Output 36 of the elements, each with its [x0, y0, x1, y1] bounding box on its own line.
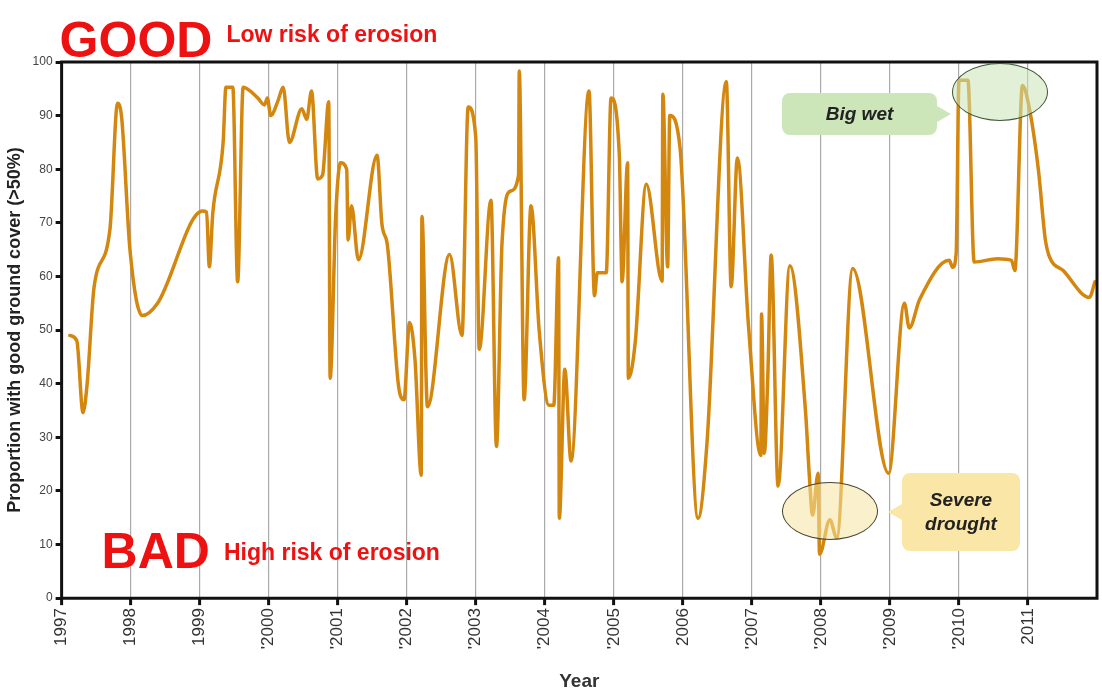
x-tick-label: '2003 [465, 608, 485, 650]
x-tick-label: '2001 [327, 608, 347, 650]
annotation: GOOD [59, 12, 213, 68]
x-tick-label: '2008 [810, 608, 830, 650]
x-tick-label: '2009 [879, 608, 899, 650]
y-tick-label: 0 [45, 590, 53, 605]
y-tick-label: 70 [39, 215, 53, 230]
y-tick-label: 80 [39, 161, 53, 176]
annotation: Severe drought [924, 488, 999, 536]
x-tick-label: '2010 [948, 608, 968, 650]
x-tick-label: '2007 [741, 608, 761, 650]
y-tick-label: 60 [39, 268, 53, 283]
y-tick-label: 40 [39, 375, 53, 390]
x-tick-label: '2004 [534, 608, 554, 650]
annotation: High risk of erosion [223, 539, 440, 566]
y-tick-label: 100 [32, 54, 53, 69]
y-axis-title: Proportion with good ground cover (>50%) [3, 147, 24, 513]
x-axis-title: Year [559, 669, 600, 691]
x-tick-label: '2002 [396, 608, 416, 650]
x-tick-label: 1997 [51, 608, 71, 646]
x-tick-label: 2011 [1017, 608, 1037, 645]
y-tick-label: 30 [39, 429, 53, 444]
callout: Severe drought [782, 473, 1020, 551]
callout: Big wet [782, 63, 1048, 135]
annotation: BAD [101, 523, 210, 580]
x-tick-label: '2000 [258, 608, 278, 650]
x-tick-label: '2005 [603, 608, 623, 650]
x-tick-label: 2006 [672, 608, 692, 646]
y-tick-label: 90 [39, 107, 53, 122]
y-tick-label: 10 [39, 536, 53, 551]
x-tick-label: 1998 [120, 608, 140, 646]
text: Low risk of erosion [226, 21, 438, 47]
x-tick-label: 1999 [189, 608, 209, 646]
annotation: Big wet [825, 102, 894, 126]
y-tick-label: 20 [39, 483, 53, 498]
y-tick-label: 50 [39, 322, 53, 337]
